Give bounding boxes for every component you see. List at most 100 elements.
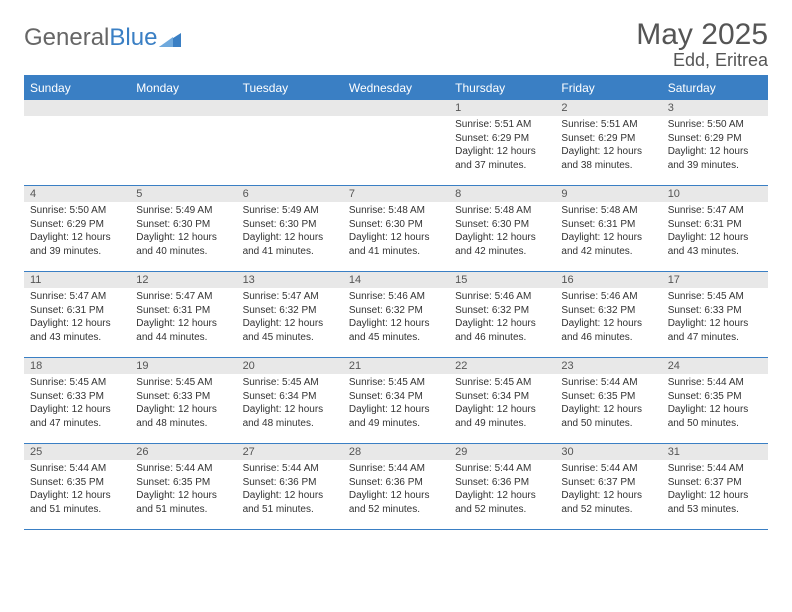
- cell-body: Sunrise: 5:45 AMSunset: 6:34 PMDaylight:…: [237, 374, 343, 434]
- sunset-line: Sunset: 6:32 PM: [349, 304, 443, 318]
- daylight-line: Daylight: 12 hours and 51 minutes.: [30, 489, 124, 516]
- daynum-bar: 20: [237, 358, 343, 374]
- calendar-cell: 31Sunrise: 5:44 AMSunset: 6:37 PMDayligh…: [662, 444, 768, 530]
- cell-body: Sunrise: 5:46 AMSunset: 6:32 PMDaylight:…: [555, 288, 661, 348]
- daynum-bar: 1: [449, 100, 555, 116]
- daynum-bar-empty: [130, 100, 236, 116]
- cell-body: Sunrise: 5:44 AMSunset: 6:35 PMDaylight:…: [662, 374, 768, 434]
- sunset-line: Sunset: 6:35 PM: [561, 390, 655, 404]
- sunset-line: Sunset: 6:32 PM: [561, 304, 655, 318]
- daynum-bar: 15: [449, 272, 555, 288]
- daynum-bar: 28: [343, 444, 449, 460]
- calendar-cell: 18Sunrise: 5:45 AMSunset: 6:33 PMDayligh…: [24, 358, 130, 444]
- cell-body: Sunrise: 5:45 AMSunset: 6:34 PMDaylight:…: [343, 374, 449, 434]
- sunrise-line: Sunrise: 5:44 AM: [668, 376, 762, 390]
- daynum-bar: 19: [130, 358, 236, 374]
- daylight-line: Daylight: 12 hours and 51 minutes.: [136, 489, 230, 516]
- daylight-line: Daylight: 12 hours and 52 minutes.: [349, 489, 443, 516]
- calendar-cell: 28Sunrise: 5:44 AMSunset: 6:36 PMDayligh…: [343, 444, 449, 530]
- daynum-bar: 4: [24, 186, 130, 202]
- sunrise-line: Sunrise: 5:44 AM: [349, 462, 443, 476]
- calendar-cell: 30Sunrise: 5:44 AMSunset: 6:37 PMDayligh…: [555, 444, 661, 530]
- cell-body: Sunrise: 5:45 AMSunset: 6:34 PMDaylight:…: [449, 374, 555, 434]
- daylight-line: Daylight: 12 hours and 42 minutes.: [455, 231, 549, 258]
- sunset-line: Sunset: 6:30 PM: [349, 218, 443, 232]
- sunrise-line: Sunrise: 5:45 AM: [668, 290, 762, 304]
- daynum-bar: 31: [662, 444, 768, 460]
- calendar-cell: 4Sunrise: 5:50 AMSunset: 6:29 PMDaylight…: [24, 186, 130, 272]
- sunrise-line: Sunrise: 5:47 AM: [243, 290, 337, 304]
- calendar-cell: 19Sunrise: 5:45 AMSunset: 6:33 PMDayligh…: [130, 358, 236, 444]
- daylight-line: Daylight: 12 hours and 45 minutes.: [243, 317, 337, 344]
- cell-body: Sunrise: 5:44 AMSunset: 6:37 PMDaylight:…: [555, 460, 661, 520]
- daylight-line: Daylight: 12 hours and 48 minutes.: [136, 403, 230, 430]
- sunset-line: Sunset: 6:30 PM: [455, 218, 549, 232]
- daylight-line: Daylight: 12 hours and 46 minutes.: [455, 317, 549, 344]
- brand-logo: GeneralBlue: [24, 18, 181, 52]
- daylight-line: Daylight: 12 hours and 48 minutes.: [243, 403, 337, 430]
- calendar-cell: 6Sunrise: 5:49 AMSunset: 6:30 PMDaylight…: [237, 186, 343, 272]
- sunrise-line: Sunrise: 5:44 AM: [30, 462, 124, 476]
- sunset-line: Sunset: 6:29 PM: [561, 132, 655, 146]
- weekday-header: Friday: [555, 77, 661, 100]
- weekday-header: Saturday: [662, 77, 768, 100]
- calendar-row: 18Sunrise: 5:45 AMSunset: 6:33 PMDayligh…: [24, 358, 768, 444]
- calendar-cell: 16Sunrise: 5:46 AMSunset: 6:32 PMDayligh…: [555, 272, 661, 358]
- calendar-cell: 24Sunrise: 5:44 AMSunset: 6:35 PMDayligh…: [662, 358, 768, 444]
- sunset-line: Sunset: 6:31 PM: [561, 218, 655, 232]
- calendar-cell: 3Sunrise: 5:50 AMSunset: 6:29 PMDaylight…: [662, 100, 768, 186]
- sunset-line: Sunset: 6:36 PM: [455, 476, 549, 490]
- calendar-cell: 27Sunrise: 5:44 AMSunset: 6:36 PMDayligh…: [237, 444, 343, 530]
- sunset-line: Sunset: 6:37 PM: [561, 476, 655, 490]
- sunrise-line: Sunrise: 5:45 AM: [136, 376, 230, 390]
- sunset-line: Sunset: 6:35 PM: [136, 476, 230, 490]
- sunset-line: Sunset: 6:29 PM: [668, 132, 762, 146]
- daynum-bar: 17: [662, 272, 768, 288]
- daynum-bar: 8: [449, 186, 555, 202]
- calendar-cell: 25Sunrise: 5:44 AMSunset: 6:35 PMDayligh…: [24, 444, 130, 530]
- calendar-cell: 9Sunrise: 5:48 AMSunset: 6:31 PMDaylight…: [555, 186, 661, 272]
- sunset-line: Sunset: 6:32 PM: [455, 304, 549, 318]
- location: Edd, Eritrea: [636, 50, 768, 71]
- sunrise-line: Sunrise: 5:50 AM: [668, 118, 762, 132]
- calendar-cell: 5Sunrise: 5:49 AMSunset: 6:30 PMDaylight…: [130, 186, 236, 272]
- calendar-cell: 12Sunrise: 5:47 AMSunset: 6:31 PMDayligh…: [130, 272, 236, 358]
- weekday-header: Thursday: [449, 77, 555, 100]
- cell-body: Sunrise: 5:51 AMSunset: 6:29 PMDaylight:…: [555, 116, 661, 176]
- sunrise-line: Sunrise: 5:48 AM: [455, 204, 549, 218]
- cell-body: Sunrise: 5:49 AMSunset: 6:30 PMDaylight:…: [130, 202, 236, 262]
- header: GeneralBlue May 2025 Edd, Eritrea: [24, 18, 768, 71]
- sunrise-line: Sunrise: 5:45 AM: [243, 376, 337, 390]
- cell-body: Sunrise: 5:44 AMSunset: 6:36 PMDaylight:…: [449, 460, 555, 520]
- calendar-cell: 29Sunrise: 5:44 AMSunset: 6:36 PMDayligh…: [449, 444, 555, 530]
- sunset-line: Sunset: 6:31 PM: [30, 304, 124, 318]
- daynum-bar: 22: [449, 358, 555, 374]
- calendar-cell: 7Sunrise: 5:48 AMSunset: 6:30 PMDaylight…: [343, 186, 449, 272]
- daynum-bar-empty: [343, 100, 449, 116]
- weekday-header: Tuesday: [237, 77, 343, 100]
- cell-body: Sunrise: 5:47 AMSunset: 6:31 PMDaylight:…: [130, 288, 236, 348]
- sunrise-line: Sunrise: 5:44 AM: [136, 462, 230, 476]
- cell-body: Sunrise: 5:44 AMSunset: 6:36 PMDaylight:…: [343, 460, 449, 520]
- calendar-body: 1Sunrise: 5:51 AMSunset: 6:29 PMDaylight…: [24, 100, 768, 530]
- calendar-cell: [130, 100, 236, 186]
- sunrise-line: Sunrise: 5:48 AM: [349, 204, 443, 218]
- cell-body: Sunrise: 5:44 AMSunset: 6:35 PMDaylight:…: [555, 374, 661, 434]
- daylight-line: Daylight: 12 hours and 43 minutes.: [30, 317, 124, 344]
- cell-body: Sunrise: 5:47 AMSunset: 6:32 PMDaylight:…: [237, 288, 343, 348]
- weekday-header: Wednesday: [343, 77, 449, 100]
- calendar-cell: 22Sunrise: 5:45 AMSunset: 6:34 PMDayligh…: [449, 358, 555, 444]
- cell-body: Sunrise: 5:50 AMSunset: 6:29 PMDaylight:…: [662, 116, 768, 176]
- daynum-bar: 18: [24, 358, 130, 374]
- weekday-header-row: Sunday Monday Tuesday Wednesday Thursday…: [24, 77, 768, 100]
- cell-body: Sunrise: 5:44 AMSunset: 6:37 PMDaylight:…: [662, 460, 768, 520]
- calendar-cell: [24, 100, 130, 186]
- calendar-cell: 15Sunrise: 5:46 AMSunset: 6:32 PMDayligh…: [449, 272, 555, 358]
- sunset-line: Sunset: 6:32 PM: [243, 304, 337, 318]
- sunrise-line: Sunrise: 5:44 AM: [455, 462, 549, 476]
- daynum-bar: 16: [555, 272, 661, 288]
- cell-body: Sunrise: 5:47 AMSunset: 6:31 PMDaylight:…: [662, 202, 768, 262]
- cell-body: Sunrise: 5:46 AMSunset: 6:32 PMDaylight:…: [449, 288, 555, 348]
- sunrise-line: Sunrise: 5:44 AM: [668, 462, 762, 476]
- calendar-page: GeneralBlue May 2025 Edd, Eritrea Sunday…: [0, 0, 792, 548]
